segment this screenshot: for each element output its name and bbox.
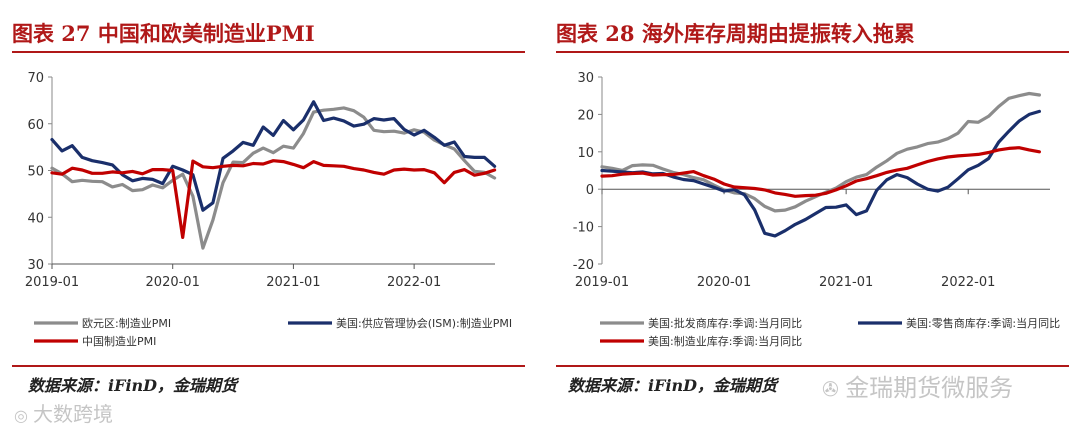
legend-label: 美国:零售商库存:季调:当月同比 xyxy=(906,316,1060,330)
right-chart-panel: 图表 28 海外库存周期由提振转入拖累 -20 -10 0 10 20 30 2019-01… xyxy=(540,0,1080,428)
x-tick-label: 2021-01 xyxy=(819,275,873,290)
x-tick-label: 2020-01 xyxy=(697,275,751,290)
y-tick-label: 30 xyxy=(27,258,44,273)
data-source: 数据来源：iFinD，金瑞期货 xyxy=(28,376,238,395)
series-line-1 xyxy=(50,106,497,250)
chart-title: 图表 28 海外库存周期由提振转入拖累 xyxy=(556,21,915,46)
x-tick-label: 2019-01 xyxy=(25,275,79,290)
top-divider xyxy=(12,51,525,53)
data-source: 数据来源：iFinD，金瑞期货 xyxy=(568,376,778,395)
y-tick-label: 40 xyxy=(27,211,44,226)
y-tick-label: 70 xyxy=(27,71,44,86)
legend-label: 美国:制造业库存:季调:当月同比 xyxy=(648,334,802,348)
chart-title: 图表 27 中国和欧美制造业PMI xyxy=(12,21,315,46)
watermark-right: ✇ 金瑞期货微服务 xyxy=(822,374,1014,402)
series-line-3 xyxy=(50,159,497,239)
y-tick-label: -20 xyxy=(573,258,594,273)
wechat-icon: ✇ xyxy=(822,377,846,401)
x-tick-label: 2022-01 xyxy=(941,275,995,290)
x-tick-label: 2020-01 xyxy=(146,275,200,290)
bottom-divider xyxy=(12,365,525,367)
y-tick-label: -10 xyxy=(573,221,594,236)
left-chart-panel: 图表 27 中国和欧美制造业PMI 30 40 50 60 70 2019-01 2020-… xyxy=(12,21,525,395)
legend-label: 美国:批发商库存:季调:当月同比 xyxy=(648,316,802,330)
series-line-3 xyxy=(600,146,1041,198)
top-divider xyxy=(556,51,1069,53)
y-tick-label: 50 xyxy=(27,165,44,180)
y-tick-label: 20 xyxy=(577,108,594,123)
series-line-2 xyxy=(50,100,497,212)
y-tick-label: 60 xyxy=(27,118,44,133)
x-tick-label: 2022-01 xyxy=(387,275,441,290)
bottom-divider xyxy=(556,365,1069,367)
y-tick-label: 0 xyxy=(586,183,594,198)
x-tick-label: 2021-01 xyxy=(266,275,320,290)
pmi-line-chart: 30 40 50 60 70 2019-01 2020-01 2021-01 2022-01 欧元… xyxy=(25,71,512,348)
watermark-left: ◎ 大数跨境 xyxy=(14,402,114,426)
legend-label: 欧元区:制造业PMI xyxy=(82,316,171,330)
legend-label: 美国:供应管理协会(ISM):制造业PMI xyxy=(336,316,512,330)
y-tick-label: 10 xyxy=(577,146,594,161)
y-tick-label: 30 xyxy=(577,71,594,86)
x-tick-label: 2019-01 xyxy=(575,275,629,290)
series-line-2 xyxy=(600,109,1041,238)
legend-label: 中国制造业PMI xyxy=(82,334,156,348)
watermark-logo-icon: ◎ xyxy=(14,406,34,425)
inventory-line-chart: -20 -10 0 10 20 30 2019-01 2020-01 2021-01 2022-0… xyxy=(573,71,1060,348)
